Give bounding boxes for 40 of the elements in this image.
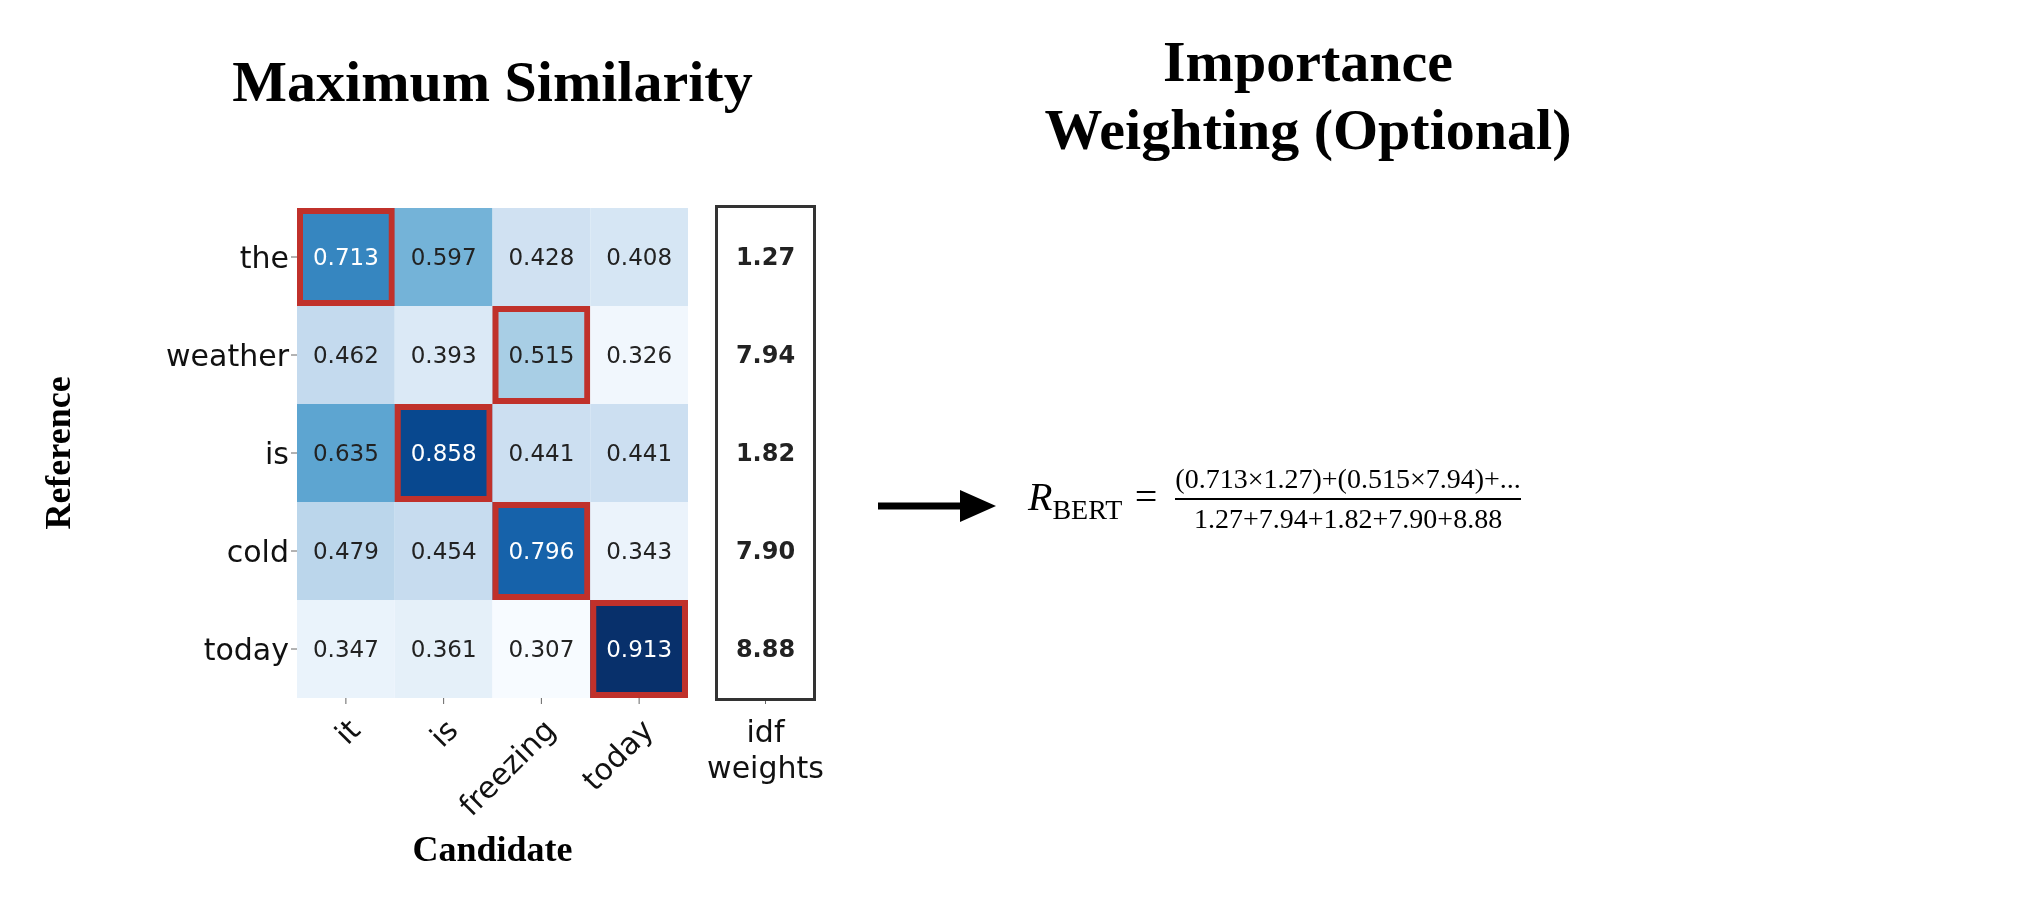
data-label: 0.796 bbox=[508, 538, 575, 564]
data-label: 0.858 bbox=[410, 440, 477, 466]
data-label: 0.361 bbox=[410, 636, 477, 662]
data-label: 0.441 bbox=[606, 440, 673, 466]
data-label: 0.326 bbox=[606, 342, 673, 368]
data-label: 1.82 bbox=[735, 439, 796, 467]
y-tick-label: is bbox=[265, 435, 289, 471]
data-label: 0.462 bbox=[312, 342, 379, 368]
text: (0.713×1.27)+(0.515×7.94)+... bbox=[1175, 463, 1521, 495]
y-axis-title: Reference bbox=[37, 376, 79, 530]
text: R$_{BERT}$ = bbox=[1028, 472, 1160, 526]
data-label: 7.90 bbox=[735, 537, 796, 565]
text: 1.27+7.94+1.82+7.90+8.88 bbox=[1193, 503, 1503, 535]
data-label: 0.441 bbox=[508, 440, 575, 466]
data-label: 0.515 bbox=[508, 342, 575, 368]
data-label: 0.408 bbox=[606, 244, 673, 270]
data-label: 0.343 bbox=[606, 538, 673, 564]
data-label: 0.307 bbox=[508, 636, 575, 662]
data-label: 0.428 bbox=[508, 244, 575, 270]
x-tick-label: idf weights bbox=[707, 714, 824, 785]
x-tick-label: is bbox=[422, 712, 465, 754]
data-label: 0.454 bbox=[410, 538, 477, 564]
x-tick-label: it bbox=[327, 711, 367, 752]
data-label: 0.635 bbox=[312, 440, 379, 466]
data-label: 0.713 bbox=[312, 244, 379, 270]
y-tick-label: weather bbox=[166, 337, 290, 373]
data-label: 8.88 bbox=[735, 635, 796, 663]
y-tick-label: today bbox=[203, 631, 289, 667]
x-axis-title: Candidate bbox=[411, 828, 574, 870]
chart-title: Maximum Similarity bbox=[231, 48, 754, 115]
data-label: 7.94 bbox=[735, 341, 796, 369]
text: Importance Weighting (Optional) bbox=[1043, 28, 1573, 164]
data-label: 0.597 bbox=[410, 244, 477, 270]
data-label: 1.27 bbox=[735, 243, 796, 271]
data-label: 0.913 bbox=[606, 636, 673, 662]
data-label: 0.393 bbox=[410, 342, 477, 368]
data-label: 0.479 bbox=[312, 538, 379, 564]
y-tick-label: the bbox=[239, 239, 289, 275]
data-label: 0.347 bbox=[312, 636, 379, 662]
y-tick-label: cold bbox=[226, 533, 289, 569]
